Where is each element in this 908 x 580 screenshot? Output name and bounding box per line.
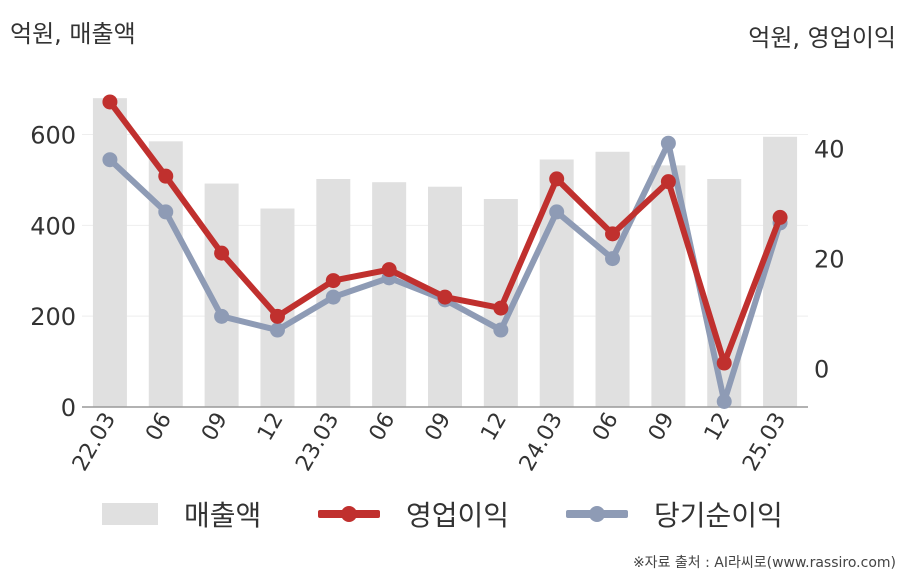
x-axis-tick-label: 12 [700, 409, 736, 446]
left-axis-tick-label: 600 [30, 122, 76, 150]
operating-profit-point [214, 245, 230, 261]
x-axis-tick-label: 06 [141, 409, 177, 446]
left-axis-tick-label: 0 [61, 394, 76, 422]
legend-swatch-revenue [102, 503, 158, 525]
x-axis-tick-label: 25.03 [738, 409, 791, 476]
legend-label-operating-profit: 영업이익 [406, 499, 510, 532]
x-axis-tick-label: 12 [476, 409, 512, 446]
net-income-point [269, 322, 285, 338]
revenue-bar [372, 182, 407, 407]
left-axis-tick-label: 400 [30, 212, 76, 240]
left-axis-tick-label: 200 [30, 303, 76, 331]
x-axis-tick-label: 23.03 [291, 409, 344, 476]
operating-profit-point [772, 209, 788, 225]
operating-profit-point [437, 289, 453, 305]
left-axis-unit-label: 억원, 매출액 [10, 20, 136, 48]
x-axis-tick-label: 12 [253, 409, 289, 446]
legend-swatch-net-income [566, 503, 628, 525]
right-axis-tick-label: 0 [814, 356, 829, 384]
x-axis-tick-label: 06 [365, 409, 401, 446]
chart-legend: 매출액 영업이익 당기순이익 [0, 492, 908, 536]
legend-label-net-income: 당기순이익 [654, 499, 783, 532]
operating-profit-point [605, 226, 621, 242]
operating-profit-point [269, 308, 285, 324]
net-income-point [493, 322, 509, 338]
x-axis-tick-label: 06 [588, 409, 624, 446]
revenue-bar [595, 151, 630, 407]
x-axis-tick-label: 24.03 [515, 409, 568, 476]
x-axis-tick-label: 09 [644, 409, 680, 446]
net-income-point [214, 308, 230, 324]
operating-profit-point [381, 262, 397, 278]
legend-item-net-income: 당기순이익 [566, 492, 783, 536]
net-income-point [716, 394, 732, 410]
net-income-point [660, 135, 676, 151]
right-axis-unit-label: 억원, 영업이익 [748, 24, 896, 52]
x-axis-tick-label: 09 [197, 409, 233, 446]
net-income-point [549, 204, 565, 220]
right-axis-tick-label: 20 [814, 246, 845, 274]
revenue-bar [148, 141, 183, 407]
operating-profit-point [158, 168, 174, 184]
net-income-point [325, 289, 341, 305]
operating-profit-point [102, 94, 118, 110]
legend-item-revenue: 매출액 [102, 492, 261, 536]
operating-profit-point [660, 174, 676, 190]
right-axis-tick-label: 40 [814, 136, 845, 164]
x-axis-tick-label: 09 [421, 409, 457, 446]
revenue-bar [763, 136, 798, 408]
net-income-point [158, 204, 174, 220]
operating-profit-point [493, 300, 509, 316]
operating-profit-point [716, 355, 732, 371]
net-income-point [605, 251, 621, 267]
net-income-point [102, 152, 118, 168]
source-credit: ※자료 출처 : AI라씨로(www.rassiro.com) [632, 555, 896, 571]
operating-profit-point [325, 273, 341, 289]
legend-item-operating-profit: 영업이익 [318, 492, 509, 536]
revenue-bar [92, 98, 127, 408]
legend-swatch-operating-profit [318, 503, 380, 525]
operating-profit-point [549, 171, 565, 187]
legend-label-revenue: 매출액 [184, 499, 262, 532]
revenue-bar [539, 159, 574, 407]
